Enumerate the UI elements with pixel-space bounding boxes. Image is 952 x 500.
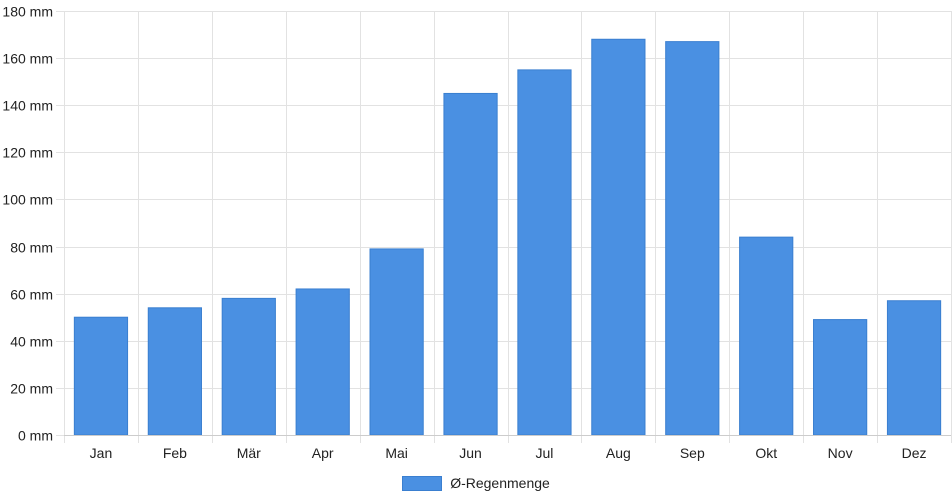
bar-sep: [665, 41, 720, 436]
y-tick-label: 0 mm: [18, 428, 53, 444]
y-tick-label: 100 mm: [2, 192, 53, 208]
legend[interactable]: Ø-Regenmenge: [0, 473, 952, 493]
bar-mär: [221, 297, 276, 436]
bar-dez: [886, 300, 942, 436]
y-tick-label: 60 mm: [10, 287, 53, 303]
y-tick-label: 120 mm: [2, 145, 53, 161]
legend-swatch[interactable]: [402, 475, 443, 491]
bar-jun: [443, 92, 498, 436]
x-tick-label: Jan: [90, 445, 113, 461]
x-tick-label: Okt: [755, 445, 777, 461]
y-tick-label: 80 mm: [10, 240, 53, 256]
x-tick-label: Apr: [312, 445, 334, 461]
legend-label[interactable]: Ø-Regenmenge: [450, 475, 550, 491]
y-tick-label: 160 mm: [2, 51, 53, 67]
x-tick-label: Jul: [536, 445, 554, 461]
axis-layer: 0 mm 20 mm 40 mm 60 mm 80 mm 100 mm 120 mm 140 …: [2, 4, 951, 461]
x-tick-label: Dez: [902, 445, 927, 461]
bar-nov: [813, 319, 868, 436]
bar-aug: [591, 38, 646, 436]
x-tick-label: Aug: [606, 445, 631, 461]
bar-apr: [295, 288, 350, 436]
y-tick-label: 20 mm: [10, 381, 53, 397]
bar-jan: [73, 316, 129, 436]
bar-okt: [739, 236, 794, 436]
x-tick-label: Feb: [163, 445, 187, 461]
x-tick-label: Sep: [680, 445, 705, 461]
chart-svg: 0 mm 20 mm 40 mm 60 mm 80 mm 100 mm 120 mm 140 …: [2, 4, 952, 461]
bar-jul: [517, 69, 572, 436]
bar-feb: [147, 307, 202, 436]
y-tick-label: 180 mm: [2, 4, 53, 20]
bar-mai: [369, 248, 424, 436]
bar-layer: [73, 38, 942, 436]
x-tick-label: Mär: [237, 445, 261, 461]
y-tick-label: 140 mm: [2, 98, 53, 114]
x-tick-label: Mai: [385, 445, 408, 461]
x-tick-label: Nov: [828, 445, 853, 461]
y-tick-label: 40 mm: [10, 334, 53, 350]
x-tick-label: Jun: [459, 445, 482, 461]
